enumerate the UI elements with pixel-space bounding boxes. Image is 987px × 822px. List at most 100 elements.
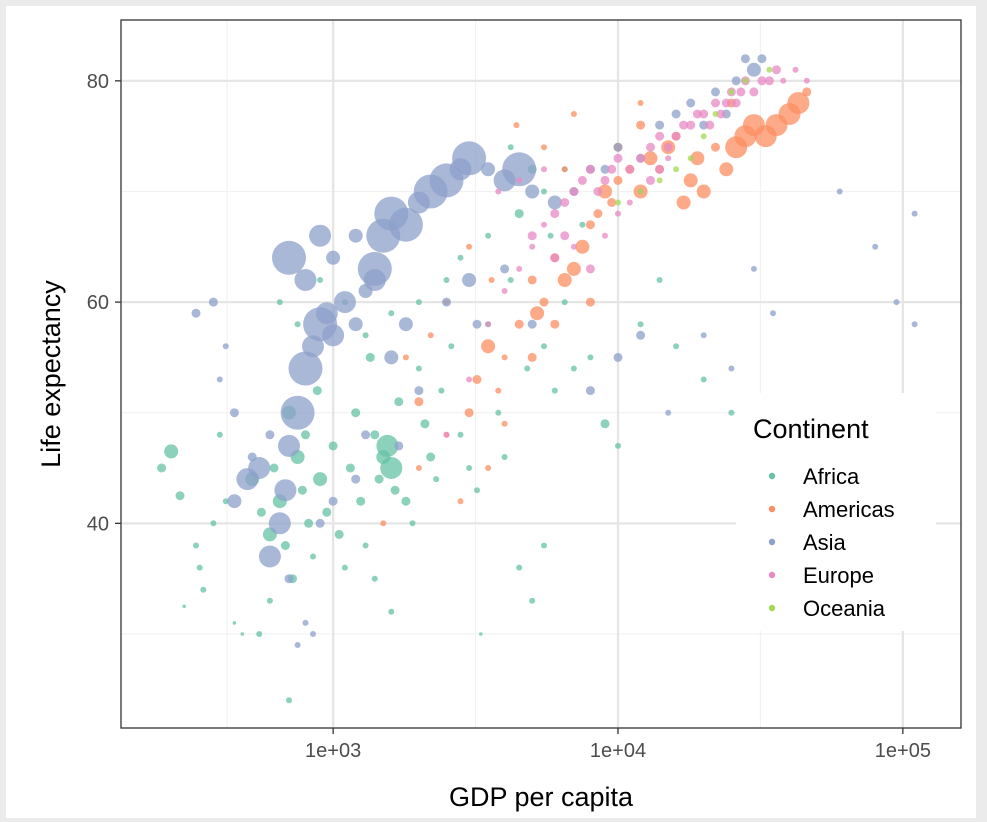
- data-point: [911, 321, 918, 328]
- data-point: [457, 498, 464, 505]
- data-point: [613, 153, 623, 163]
- data-point: [683, 173, 698, 188]
- data-point: [673, 166, 680, 173]
- data-point: [362, 332, 369, 339]
- data-point: [268, 512, 291, 535]
- data-point: [210, 520, 217, 527]
- data-point: [802, 87, 812, 97]
- data-point: [593, 209, 603, 219]
- data-point: [294, 321, 301, 328]
- x-tick-label: 1e+03: [305, 740, 361, 762]
- data-point: [229, 408, 239, 418]
- data-point: [550, 253, 560, 263]
- data-point: [222, 343, 229, 350]
- data-point: [530, 306, 545, 321]
- data-point: [570, 365, 577, 372]
- y-tick-label: 60: [87, 292, 109, 314]
- data-point: [577, 175, 587, 185]
- data-point: [593, 187, 603, 196]
- data-point: [276, 299, 283, 306]
- data-point: [191, 308, 201, 318]
- data-point: [310, 553, 316, 560]
- data-point: [274, 479, 297, 502]
- data-point: [427, 332, 434, 339]
- data-point: [164, 444, 179, 459]
- data-point: [560, 198, 570, 207]
- data-point: [541, 343, 547, 350]
- data-point: [655, 120, 665, 130]
- data-point: [679, 120, 689, 130]
- data-point: [655, 131, 665, 141]
- y-axis-title: Life expectancy: [36, 280, 66, 468]
- data-point: [736, 87, 746, 97]
- data-point: [513, 122, 520, 129]
- data-point: [304, 518, 314, 528]
- data-point: [600, 175, 610, 185]
- data-point: [524, 365, 531, 372]
- data-point: [351, 408, 361, 418]
- data-point: [893, 299, 900, 306]
- data-point: [433, 476, 440, 483]
- legend-background: [736, 393, 936, 631]
- data-point: [728, 365, 735, 372]
- data-point: [585, 164, 595, 174]
- data-point: [462, 273, 477, 287]
- data-point: [615, 442, 621, 449]
- data-point: [541, 166, 547, 173]
- legend-key-americas: [768, 505, 776, 513]
- data-point: [472, 375, 482, 384]
- data-point: [272, 240, 306, 275]
- data-point: [507, 277, 514, 283]
- data-point: [750, 265, 757, 272]
- data-point: [380, 520, 387, 527]
- data-point: [550, 319, 560, 329]
- data-point: [587, 354, 594, 361]
- series-asia: [191, 54, 918, 648]
- data-point: [216, 376, 223, 383]
- data-point: [481, 339, 496, 354]
- data-point: [222, 498, 229, 505]
- data-point: [529, 243, 536, 250]
- data-point: [313, 472, 328, 487]
- data-point: [248, 457, 271, 479]
- data-point: [746, 62, 761, 77]
- data-point: [780, 77, 787, 84]
- panel-border: [120, 19, 962, 729]
- legend-label-oceania: Oceania: [803, 596, 886, 621]
- data-point: [585, 264, 595, 274]
- data-point: [686, 98, 696, 108]
- legend-label-europe: Europe: [803, 563, 874, 588]
- data-point: [607, 198, 617, 207]
- legend-label-africa: Africa: [803, 464, 860, 489]
- data-point: [539, 297, 549, 307]
- data-point: [742, 77, 749, 84]
- data-point: [728, 88, 735, 95]
- data-point: [401, 496, 411, 506]
- data-point: [193, 542, 199, 549]
- data-point: [256, 507, 266, 517]
- data-point: [547, 195, 562, 210]
- data-point: [598, 184, 612, 199]
- data-point: [247, 452, 257, 462]
- data-point: [872, 243, 879, 250]
- data-point: [711, 98, 720, 108]
- data-point: [310, 631, 316, 637]
- series-europe: [443, 65, 810, 438]
- data-point: [772, 65, 781, 75]
- data-point: [240, 632, 245, 636]
- data-point: [731, 76, 741, 86]
- data-point: [700, 376, 707, 383]
- data-point: [625, 164, 635, 174]
- data-point: [557, 273, 572, 287]
- data-point: [585, 220, 595, 230]
- data-point: [485, 465, 492, 471]
- data-point: [560, 231, 570, 241]
- data-point: [426, 452, 436, 462]
- data-point: [376, 434, 399, 457]
- data-point: [700, 332, 707, 339]
- data-point: [334, 529, 344, 539]
- data-point: [388, 310, 395, 317]
- data-point: [466, 243, 473, 250]
